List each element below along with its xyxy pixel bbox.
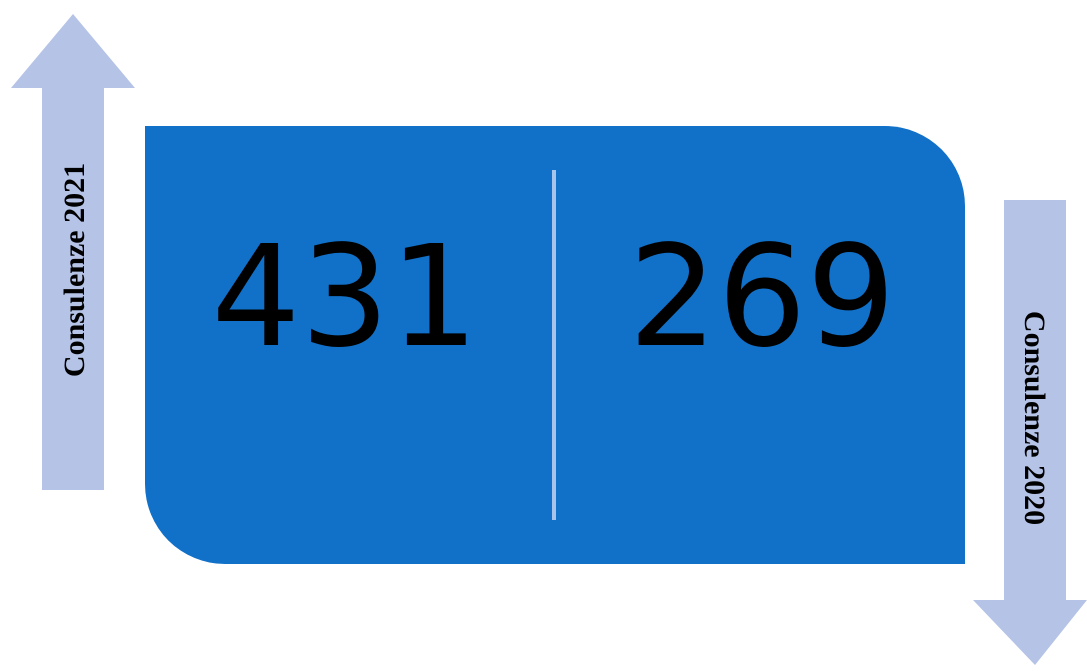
label-right: Consulenze 2020 (1018, 311, 1051, 525)
up-arrow (11, 14, 135, 490)
label-left: Consulenze 2021 (58, 163, 91, 377)
value-left: 431 (211, 216, 478, 379)
down-arrow (973, 200, 1087, 665)
value-right: 269 (628, 216, 895, 379)
